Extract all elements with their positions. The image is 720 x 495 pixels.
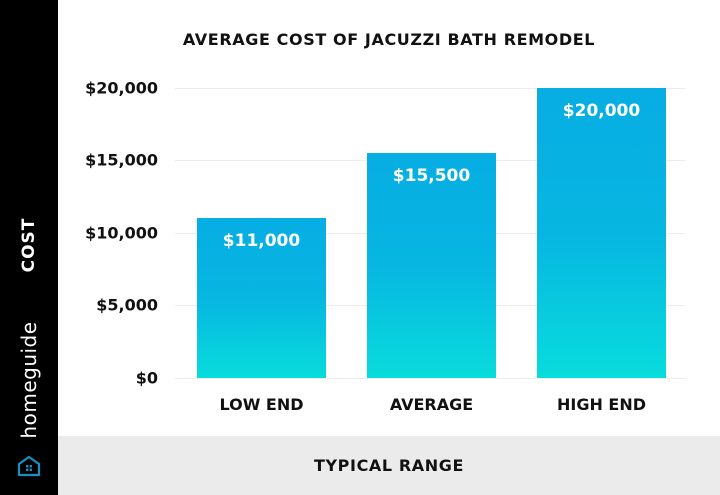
sidebar: COST homeguide [0, 0, 58, 495]
house-icon [17, 455, 41, 477]
x-category-label: HIGH END [556, 395, 647, 414]
y-tick-label: $0 [135, 368, 158, 388]
gridline [175, 378, 685, 379]
x-category-label: LOW END [219, 395, 304, 414]
bar-value-label: $20,000 [562, 101, 641, 121]
gridline [175, 88, 685, 89]
brand-logo-text: homeguide [17, 321, 41, 439]
y-tick-label: $5,000 [96, 295, 158, 315]
bar-value-label: $11,000 [222, 231, 301, 251]
x-category-label: AVERAGE [389, 395, 474, 414]
bar-average: $15,500 [367, 153, 496, 378]
x-axis-label: TYPICAL RANGE [313, 456, 465, 475]
y-tick-label: $20,000 [85, 78, 158, 98]
y-axis-label: COST [19, 217, 39, 273]
bar-low-end: $11,000 [197, 218, 326, 378]
y-tick-label: $15,000 [85, 150, 158, 170]
bar-high-end: $20,000 [537, 88, 666, 378]
chart-title: AVERAGE COST OF JACUZZI BATH REMODEL [182, 30, 596, 49]
x-axis-footer: TYPICAL RANGE [58, 436, 720, 495]
bar-value-label: $15,500 [392, 166, 471, 186]
y-tick-label: $10,000 [85, 223, 158, 243]
